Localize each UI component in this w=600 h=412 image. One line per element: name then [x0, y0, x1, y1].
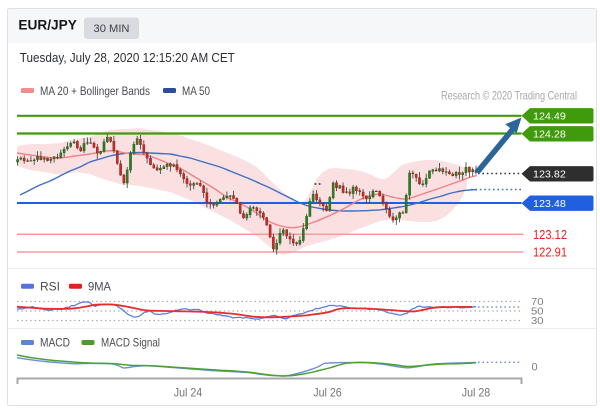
svg-text:Jul 28: Jul 28: [462, 386, 491, 400]
svg-text:124.28: 124.28: [533, 130, 566, 141]
svg-text:MA 50: MA 50: [182, 84, 210, 98]
svg-text:123.48: 123.48: [533, 199, 566, 210]
svg-text:123.12: 123.12: [533, 227, 567, 242]
svg-text:MACD: MACD: [40, 336, 70, 350]
svg-text:30: 30: [531, 315, 544, 327]
svg-text:MA 20 + Bollinger Bands: MA 20 + Bollinger Bands: [40, 84, 150, 98]
svg-text:122.91: 122.91: [533, 245, 567, 260]
svg-text:Jul 24: Jul 24: [174, 386, 203, 400]
svg-text:50: 50: [531, 305, 544, 317]
svg-text:70: 70: [531, 296, 544, 308]
svg-text:RSI: RSI: [40, 279, 60, 293]
svg-text:MACD Signal: MACD Signal: [101, 336, 160, 350]
svg-text:EUR/JPY: EUR/JPY: [18, 18, 77, 33]
svg-text:0: 0: [532, 361, 538, 373]
svg-text:Jul 26: Jul 26: [313, 386, 342, 400]
svg-text:124.49: 124.49: [533, 112, 566, 123]
svg-text:Tuesday, July 28, 2020 12:15:2: Tuesday, July 28, 2020 12:15:20 AM CET: [20, 50, 235, 65]
svg-text:123.82: 123.82: [533, 170, 566, 181]
svg-text:9MA: 9MA: [88, 279, 111, 293]
svg-text:Research © 2020 Trading Centra: Research © 2020 Trading Central: [441, 89, 577, 103]
svg-text:30 MIN: 30 MIN: [94, 23, 130, 35]
